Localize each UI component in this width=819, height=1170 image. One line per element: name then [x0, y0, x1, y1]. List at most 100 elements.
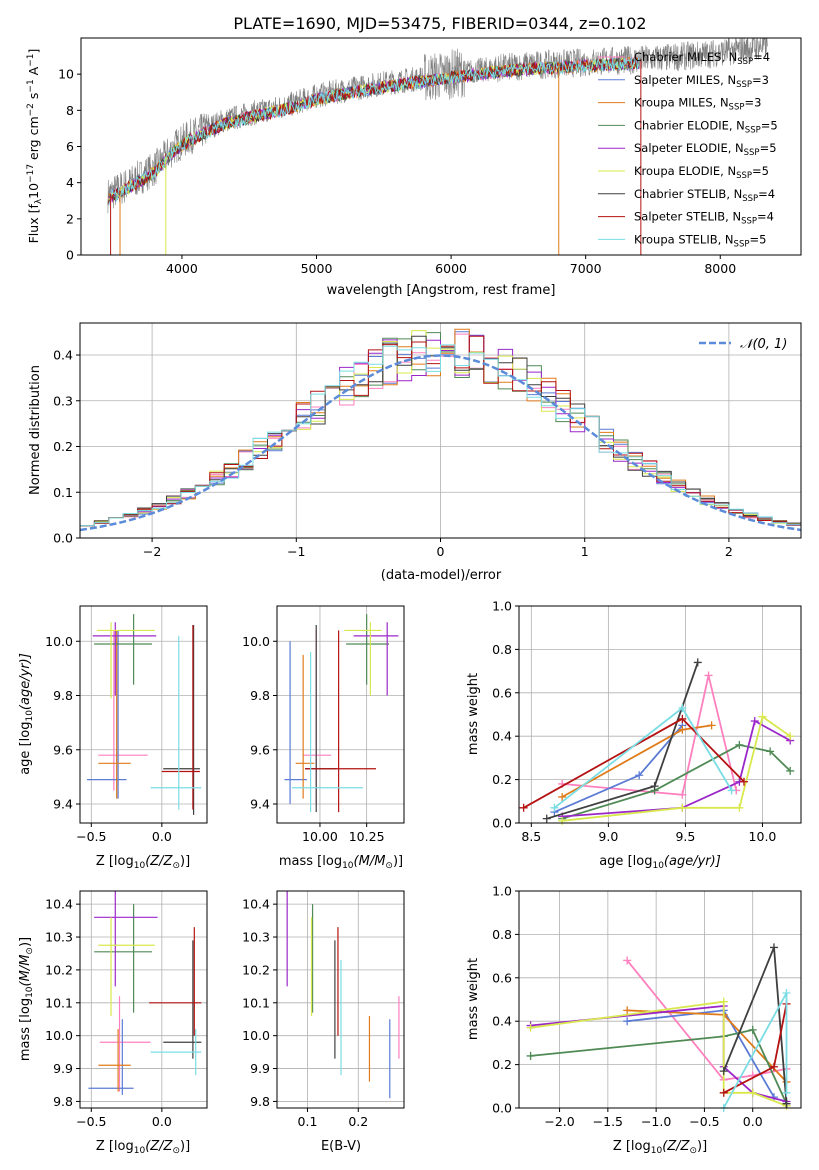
spectrum-xlabel: wavelength [Angstrom, rest frame]: [327, 283, 556, 298]
weight-marker-chabrier_miles: [704, 671, 713, 680]
x-tick-label: −0.5: [689, 1114, 719, 1129]
model-spectrum-kroupa_stelib: [107, 57, 640, 206]
weight-marker-kroupa_elodie: [748, 1088, 757, 1097]
x-tick-label: 10.00: [302, 829, 338, 844]
x-tick-label: −1.0: [641, 1114, 671, 1129]
x-tick-label: −0.5: [76, 829, 106, 844]
y-tick-label: 0.0: [53, 531, 73, 546]
weight-marker-salpeter_miles: [623, 1017, 632, 1026]
weight-line-chabrier_miles: [562, 675, 738, 796]
figure-title: PLATE=1690, MJD=53475, FIBERID=0344, z=0…: [233, 14, 646, 33]
y-tick-label: 0.8: [492, 927, 512, 942]
age-vs-mass-panel: 10.00 10.25 9.4 9.6 9.8 10.0 mass [log10(M/M⊙…: [242, 605, 405, 871]
y-tick-label: 9.8: [250, 688, 270, 703]
y-tick-label: 10.4: [242, 897, 270, 912]
legend-entry: Kroupa ELODIE, NSSP=5: [634, 164, 769, 181]
y-tick-label: 9.8: [53, 1094, 73, 1109]
weight-line-salpeter_miles: [554, 724, 683, 813]
x-tick-label: 0.2: [348, 1114, 368, 1129]
weight-marker-kroupa_stelib: [727, 786, 736, 795]
weight-marker-salpeter_stelib: [519, 803, 528, 812]
residual-histogram-panel: −2 −1 0 1 2 0.0 0.1 0.2 0.3 0.4 (data-model)/erro…: [28, 322, 802, 583]
spectrum-panel: 4000 5000 6000 7000 8000 0 2 4 6 8 10 wavelength […: [26, 37, 802, 298]
weight-marker-chabrier_stelib: [542, 814, 551, 823]
age-ylabel: age [log10(age/yr)]: [18, 653, 35, 775]
y-tick-label: 2: [66, 211, 74, 226]
y-tick-label: 10.0: [242, 1028, 270, 1043]
legend-entry: Chabrier ELODIE, NSSP=5: [634, 118, 778, 135]
histogram-ylabel: Normed distribution: [28, 365, 43, 495]
y-tick-label: 10.4: [45, 897, 73, 912]
weight-line-salpeter_miles: [627, 1009, 775, 1098]
weight-age-xlabel: age [log10(age/yr)]: [599, 854, 721, 871]
y-tick-label: 10.0: [242, 634, 270, 649]
weight-marker-kroupa_miles: [707, 721, 716, 730]
legend-entry: Kroupa MILES, NSSP=3: [634, 96, 761, 113]
y-tick-label: 0.2: [53, 439, 73, 454]
normal-legend-label: 𝒩(0, 1): [740, 337, 787, 352]
x-tick-label: 0.0: [152, 829, 172, 844]
weight-marker-chabrier_stelib: [769, 943, 778, 952]
x-tick-label: 9.0: [598, 829, 618, 844]
y-tick-label: 0.6: [492, 685, 512, 700]
weight-z-ylabel: mass weight: [466, 958, 481, 1040]
weight-marker-kroupa_elodie: [678, 803, 687, 812]
histogram-kroupa_stelib: [80, 344, 801, 527]
weight-line-chabrier_miles: [626, 959, 787, 1081]
y-tick-label: 0: [66, 248, 74, 263]
y-tick-label: 1.0: [492, 884, 512, 899]
weight-vs-z-panel: −2.0 −1.5 −1.0 −0.5 0.0 0.0 0.2 0.4 0.6 0.8 1.0 Z …: [466, 884, 802, 1156]
weight-marker-kroupa_stelib: [782, 1088, 791, 1097]
x-tick-label: 1: [581, 544, 589, 559]
weight-marker-chabrier_elodie: [526, 1051, 535, 1060]
weight-marker-salpeter_miles: [635, 771, 644, 780]
y-tick-label: 10: [58, 67, 74, 82]
weight-marker-chabrier_stelib: [650, 782, 659, 791]
normal-curve: [80, 354, 801, 532]
y-tick-label: 4: [66, 175, 74, 190]
x-tick-label: 6000: [435, 261, 467, 276]
y-tick-label: 9.6: [53, 742, 73, 757]
x-tick-label: 0.0: [743, 1114, 763, 1129]
x-tick-label: 4000: [166, 261, 198, 276]
y-tick-label: 0.4: [53, 348, 73, 363]
x-tick-label: 0.1: [298, 1114, 318, 1129]
weight-marker-chabrier_elodie: [766, 747, 775, 756]
weight-age-ylabel: mass weight: [466, 673, 481, 755]
histogram-xlabel: (data-model)/error: [381, 568, 502, 583]
mass-vs-z-panel: −0.5 0.0 9.8 9.9 10.0 10.1 10.2 10.3 10.4 Z [log…: [18, 890, 208, 1156]
weight-marker-kroupa_stelib: [782, 988, 791, 997]
x-tick-label: −1: [287, 544, 305, 559]
x-tick-label: 8.5: [521, 829, 541, 844]
x-tick-label: 8000: [704, 261, 736, 276]
weight-marker-salpeter_elodie: [750, 717, 759, 726]
x-tick-label: 2: [725, 544, 733, 559]
weight-line-kroupa_stelib: [553, 706, 733, 809]
x-tick-label: −0.5: [76, 1114, 106, 1129]
legend-entry: Salpeter STELIB, NSSP=4: [634, 210, 774, 227]
spectrum-ylabel: Flux [fλ10−17 erg cm−2 s−1 A−1]: [26, 49, 44, 244]
weight-marker-kroupa_miles: [623, 1006, 632, 1015]
weight-marker-kroupa_elodie: [786, 732, 795, 741]
y-tick-label: 9.6: [250, 742, 270, 757]
y-tick-label: 8: [66, 103, 74, 118]
y-tick-label: 10.3: [45, 930, 73, 945]
weight-marker-chabrier_stelib: [782, 1099, 791, 1108]
y-tick-label: 0.2: [492, 1057, 512, 1072]
x-tick-label: 10.25: [349, 829, 385, 844]
x-tick-label: −1.5: [593, 1114, 623, 1129]
weight-marker-kroupa_elodie: [758, 712, 767, 721]
mass-z-xlabel: Z [log10(Z/Z⊙)]: [96, 1139, 190, 1156]
weight-marker-chabrier_stelib: [719, 1067, 728, 1076]
weight-z-xlabel: Z [log10(Z/Z⊙)]: [613, 1139, 707, 1156]
weight-marker-kroupa_stelib: [550, 803, 559, 812]
weight-vs-age-panel: 8.5 9.0 9.5 10.0 0.0 0.2 0.4 0.6 0.8 1.0 age [log…: [466, 599, 802, 871]
y-tick-label: 0.6: [492, 970, 512, 985]
y-tick-label: 9.8: [53, 688, 73, 703]
weight-marker-kroupa_elodie: [719, 997, 728, 1006]
weight-line-salpeter_elodie: [562, 719, 791, 818]
age-vs-z-panel: −0.5 0.0 9.4 9.6 9.8 10.0 Z [log10(Z/Z⊙)] age…: [18, 605, 208, 871]
y-tick-label: 10.2: [242, 962, 270, 977]
x-tick-label: 5000: [301, 261, 333, 276]
